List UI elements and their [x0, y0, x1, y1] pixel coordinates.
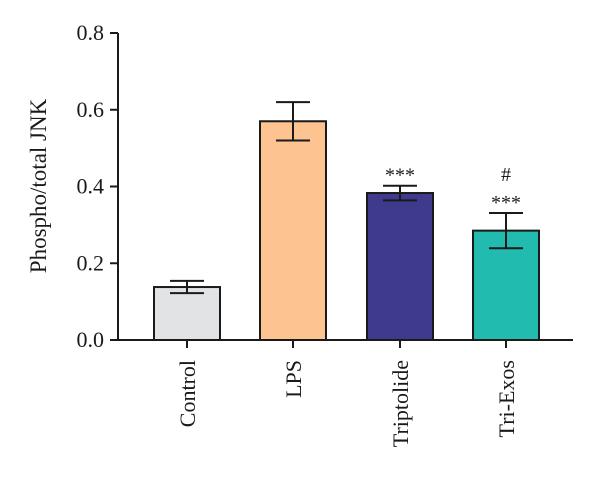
x-tick-label: Triptolide [388, 360, 413, 447]
plot-area: 0.0 0.2 0.4 0.6 0.8 Control LPS Triptolide *** Tr… [77, 20, 573, 447]
y-tick-label: 0.4 [77, 174, 105, 199]
significance-hash: # [501, 164, 511, 186]
significance-stars: *** [491, 192, 521, 214]
y-tick-label: 0.6 [77, 97, 105, 122]
bar [153, 286, 221, 342]
x-tick-label: Control [175, 360, 200, 427]
significance-stars: *** [385, 165, 415, 187]
bar [366, 192, 434, 341]
y-tick-label: 0.2 [77, 250, 105, 275]
y-tick-label: 0.8 [77, 20, 105, 45]
y-tick-label: 0.0 [77, 327, 105, 352]
x-tick-label: LPS [281, 360, 306, 398]
x-tick-label: Tri-Exos [494, 360, 519, 437]
y-axis-title: Phospho/total JNK [26, 98, 51, 273]
bar [259, 120, 327, 341]
